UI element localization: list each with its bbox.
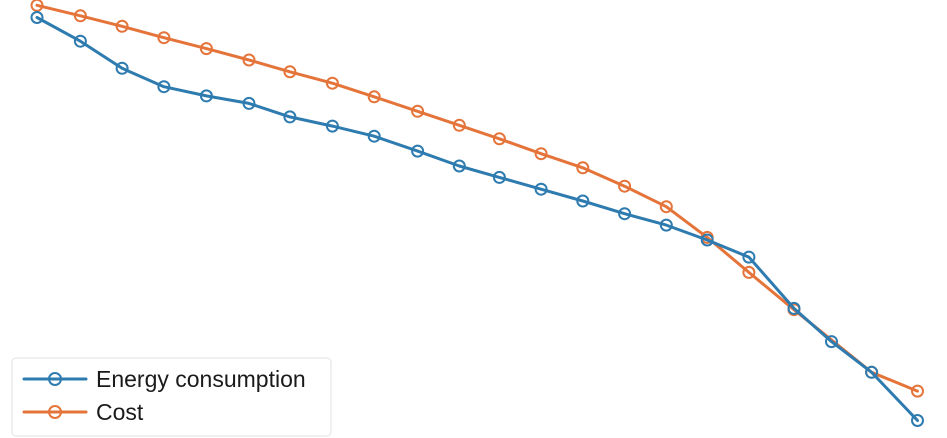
data-point-cost-3 — [157, 31, 171, 45]
data-point-energy-consumption-11 — [492, 170, 506, 184]
data-point-cost-12 — [534, 147, 548, 161]
data-point-cost-10 — [452, 118, 466, 132]
data-point-energy-consumption-6 — [283, 110, 297, 124]
legend-label: Energy consumption — [96, 366, 306, 392]
data-point-energy-consumption-5 — [242, 96, 256, 110]
data-point-energy-consumption-18 — [787, 301, 801, 315]
data-point-energy-consumption-8 — [367, 129, 381, 143]
data-point-energy-consumption-0 — [30, 11, 44, 24]
data-point-cost-0 — [30, 0, 44, 12]
data-point-cost-2 — [115, 19, 129, 33]
data-point-cost-15 — [659, 200, 673, 214]
data-point-cost-11 — [492, 132, 506, 146]
data-point-energy-consumption-9 — [411, 144, 425, 158]
data-point-energy-consumption-19 — [825, 335, 838, 349]
data-point-cost-1 — [73, 9, 87, 23]
legend-item-cost: Cost — [22, 399, 144, 425]
data-point-energy-consumption-4 — [199, 89, 213, 103]
data-point-energy-consumption-15 — [659, 218, 673, 232]
data-point-cost-17 — [742, 265, 756, 279]
data-point-cost-7 — [325, 76, 339, 90]
legend-frame — [11, 357, 332, 437]
data-point-cost-20 — [911, 384, 924, 398]
legend-swatch-marker — [48, 405, 62, 419]
legend-item-energy-consumption: Energy consumption — [22, 366, 306, 392]
data-point-cost-8 — [367, 90, 381, 104]
data-point-energy-consumption-2 — [115, 61, 129, 75]
data-point-cost-6 — [283, 65, 297, 79]
data-point-cost-4 — [199, 42, 213, 56]
data-point-energy-consumption-14 — [618, 207, 632, 221]
data-point-energy-consumption-1 — [73, 34, 87, 48]
legend-swatch-marker — [48, 372, 62, 386]
data-point-cost-9 — [411, 104, 425, 118]
series-line-cost — [35, 3, 919, 393]
data-point-energy-consumption-16 — [700, 233, 714, 247]
legend-label: Cost — [96, 399, 144, 425]
data-point-energy-consumption-17 — [742, 250, 756, 264]
data-point-energy-consumption-12 — [534, 182, 548, 196]
series-energy-consumption — [30, 11, 924, 427]
data-point-energy-consumption-7 — [325, 119, 339, 133]
data-point-energy-consumption-3 — [157, 80, 171, 94]
plot-area — [30, 0, 924, 427]
data-point-cost-13 — [576, 161, 590, 175]
data-point-energy-consumption-20 — [865, 365, 879, 379]
data-point-cost-14 — [618, 179, 632, 193]
series-cost — [30, 0, 924, 398]
data-point-energy-consumption-10 — [452, 159, 466, 173]
legend: Energy consumption Cost — [11, 357, 332, 437]
data-point-energy-consumption-13 — [576, 194, 590, 208]
data-point-cost-5 — [242, 53, 256, 67]
data-point-energy-consumption-21 — [911, 414, 924, 427]
series-line-energy-consumption — [35, 16, 919, 422]
